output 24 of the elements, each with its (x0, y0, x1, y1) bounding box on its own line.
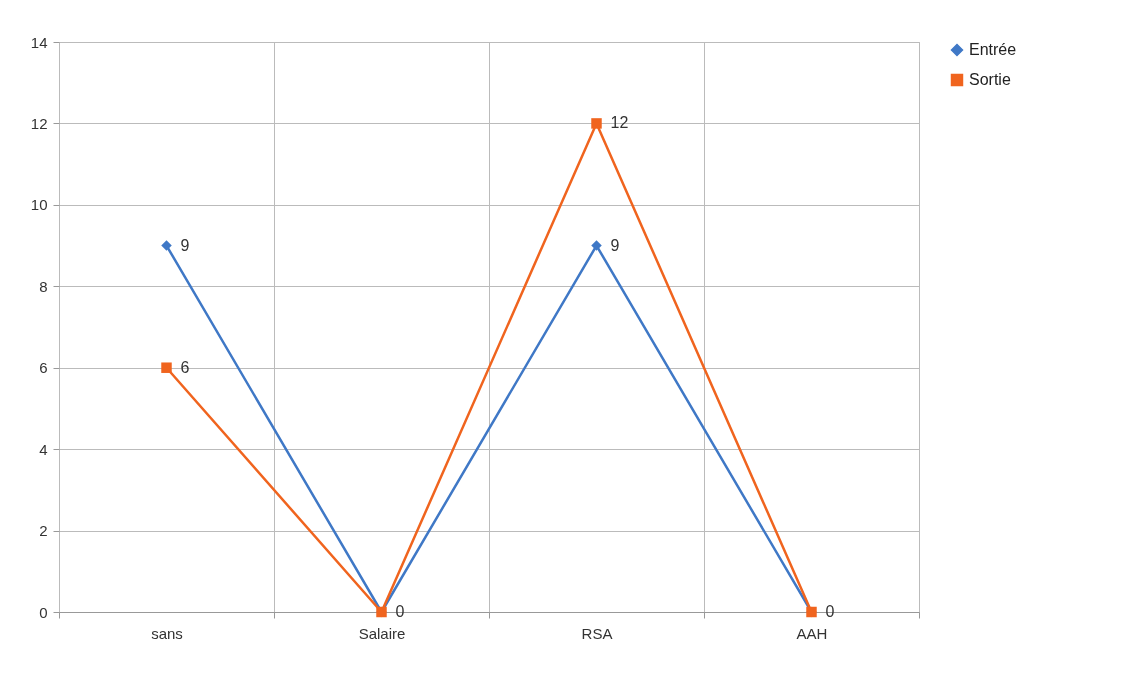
y-tick-label: 0 (39, 603, 48, 621)
y-tick-label: 14 (30, 33, 48, 51)
y-tick-label: 10 (30, 196, 48, 214)
data-label: 0 (395, 603, 405, 620)
legend-label: Sortie (969, 71, 1011, 88)
point (591, 118, 602, 129)
point (161, 240, 172, 251)
x-tick-label: RSA (581, 624, 613, 642)
data-label: 9 (180, 236, 190, 254)
y-tick-label: 6 (39, 359, 48, 377)
data-label: 0 (825, 603, 835, 620)
y-tick-label: 8 (39, 277, 48, 295)
x-tick-label: AAH (796, 624, 828, 642)
y-tick-label: 12 (30, 114, 48, 132)
data-label: 12 (610, 114, 629, 132)
point (591, 240, 602, 251)
data-label: 9 (610, 236, 620, 254)
y-tick-label: 2 (39, 522, 48, 540)
x-tick-label: sans (151, 624, 183, 642)
x-tick-label: Salaire (358, 624, 406, 642)
data-label: 6 (180, 358, 190, 376)
y-tick-label: 4 (39, 440, 48, 458)
point (161, 362, 172, 373)
legend-label: Entrée (969, 41, 1017, 58)
